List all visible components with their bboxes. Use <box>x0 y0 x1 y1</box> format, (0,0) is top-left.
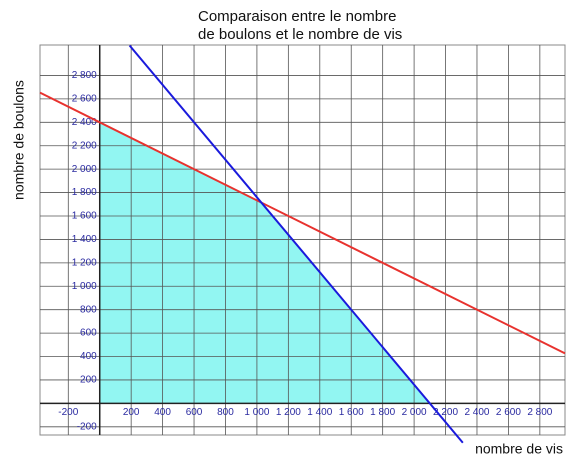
y-tick-label: 2 000 <box>72 164 97 175</box>
x-tick-label: 1 800 <box>370 407 395 418</box>
x-tick-label: 2 200 <box>433 407 458 418</box>
chart-title: de boulons et le nombre de vis <box>198 26 402 43</box>
y-tick-label: 1 400 <box>72 234 97 245</box>
x-tick-label: 2 600 <box>496 407 521 418</box>
x-tick-label: 2 800 <box>527 407 552 418</box>
y-tick-label: 200 <box>80 375 97 386</box>
x-tick-label: 1 600 <box>339 407 364 418</box>
x-axis-label: nombre de vis <box>475 441 563 457</box>
constraint-line <box>128 44 464 444</box>
y-tick-label: 2 200 <box>72 140 97 151</box>
x-tick-label: 200 <box>123 407 140 418</box>
x-tick-label: 1 400 <box>307 407 332 418</box>
y-tick-label: 2 400 <box>72 117 97 128</box>
y-tick-label: 1 800 <box>72 187 97 198</box>
y-tick-label: 400 <box>80 351 97 362</box>
y-tick-label: 1 200 <box>72 257 97 268</box>
x-tick-label: 800 <box>217 407 234 418</box>
y-tick-label: 2 600 <box>72 94 97 105</box>
x-tick-label: 2 000 <box>402 407 427 418</box>
chart-title: Comparaison entre le nombre <box>198 8 396 25</box>
y-tick-label: -200 <box>77 421 97 432</box>
x-tick-label: 1 000 <box>244 407 269 418</box>
constraint-line <box>39 91 566 355</box>
x-tick-label: 600 <box>186 407 203 418</box>
y-tick-label: 600 <box>80 328 97 339</box>
x-tick-label: 400 <box>154 407 171 418</box>
y-tick-label: 800 <box>80 304 97 315</box>
y-tick-label: 2 800 <box>72 70 97 81</box>
x-tick-label: 2 400 <box>464 407 489 418</box>
x-tick-label: 1 200 <box>276 407 301 418</box>
y-axis-label: nombre de boulons <box>11 80 27 200</box>
y-tick-label: 1 000 <box>72 281 97 292</box>
x-tick-label: -200 <box>58 407 78 418</box>
y-tick-label: 1 600 <box>72 211 97 222</box>
